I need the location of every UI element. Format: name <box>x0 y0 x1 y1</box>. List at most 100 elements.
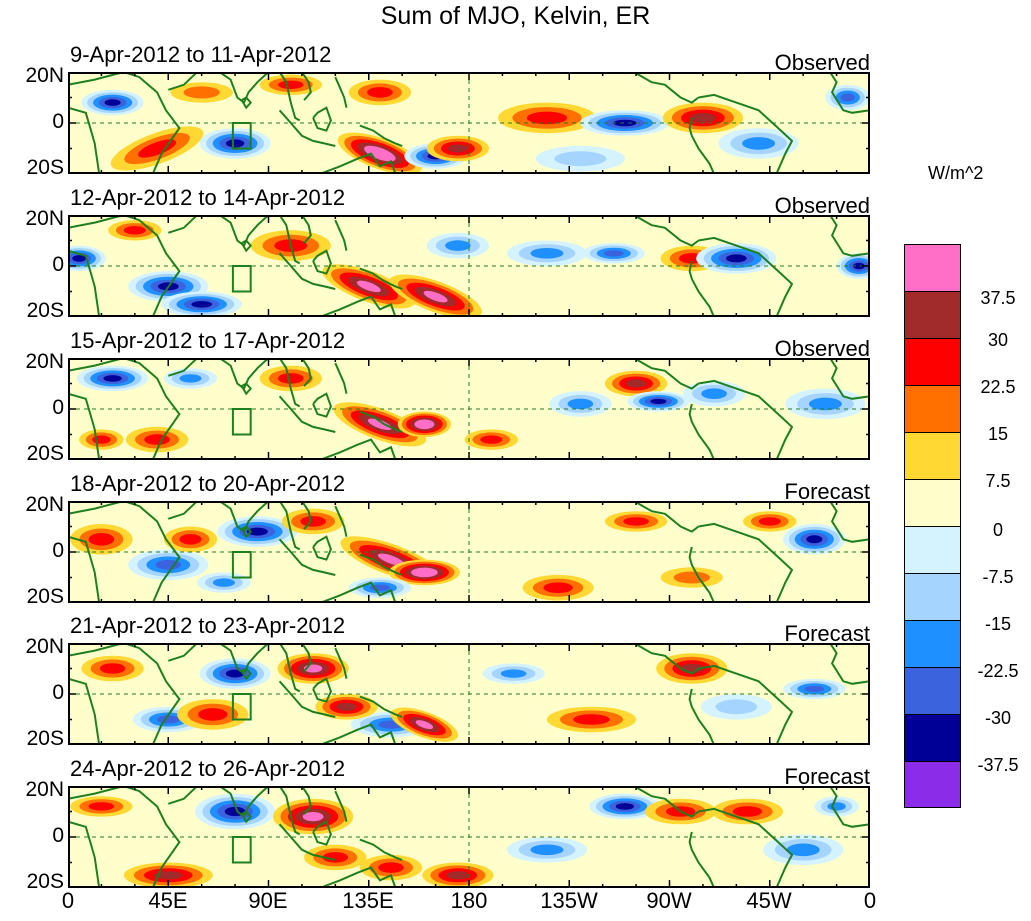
anomaly-contour <box>615 803 635 810</box>
lon-label-0: 0 <box>61 888 75 913</box>
coastline <box>240 810 253 824</box>
anomaly-contour <box>853 262 865 270</box>
lat-label-south: 20S <box>26 585 64 608</box>
coastline <box>167 501 198 520</box>
anomaly-contour <box>322 852 349 863</box>
coastline <box>688 546 716 603</box>
anomaly-contour <box>673 571 710 584</box>
coastline <box>167 643 198 662</box>
coastline <box>319 866 397 888</box>
anomaly-contour <box>103 375 122 382</box>
anomaly-contour <box>370 149 390 159</box>
colorbar-label: 7.5 <box>985 471 1011 491</box>
colorbar-label: -7.5 <box>982 567 1014 587</box>
anomaly-contour <box>808 397 842 411</box>
colorbar-swatch <box>904 620 961 667</box>
coastline <box>829 786 870 828</box>
colorbar-swatch <box>904 761 961 808</box>
anomaly-map <box>68 358 870 460</box>
anomaly-contour <box>530 248 564 259</box>
coastline <box>278 395 336 433</box>
colorbar-label: -37.5 <box>977 755 1019 775</box>
anomaly-contour <box>179 534 202 545</box>
coastline <box>829 215 870 257</box>
colorbar-swatch <box>904 526 961 573</box>
colorbar-swatch <box>904 338 961 385</box>
lat-label-south: 20S <box>26 870 64 893</box>
panel-5: 21-Apr-2012 to 23-Apr-2012 Forecast 20N … <box>0 613 890 750</box>
coastline <box>68 392 101 460</box>
panel-status: Forecast <box>784 621 870 646</box>
anomaly-contour <box>225 139 245 148</box>
coastline <box>334 362 348 394</box>
lon-label-135w: 135W <box>540 888 598 913</box>
coastline <box>68 535 101 603</box>
colorbar-swatch <box>904 479 961 526</box>
colorbar-swatch <box>904 573 961 620</box>
coastline <box>359 553 403 576</box>
coastline <box>301 501 312 530</box>
lon-label-90e: 90E <box>248 888 288 913</box>
coastline <box>68 215 181 317</box>
coastline <box>698 664 794 745</box>
coastline <box>278 786 301 836</box>
panel-date: 24-Apr-2012 to 26-Apr-2012 <box>70 756 346 781</box>
coastline <box>278 358 301 408</box>
region-box <box>231 122 252 150</box>
coastline <box>68 643 181 745</box>
anomaly-map <box>68 501 870 603</box>
coastline <box>240 667 253 681</box>
coastline <box>301 643 312 672</box>
lat-label-north: 20N <box>25 64 64 87</box>
anomaly-contour <box>378 862 404 873</box>
coastline <box>301 786 312 815</box>
anomaly-contour <box>804 685 825 693</box>
coastline <box>312 820 332 846</box>
coastline <box>301 215 312 244</box>
lat-label-north: 20N <box>25 350 64 373</box>
coastline <box>633 501 700 533</box>
anomaly-contour <box>88 802 115 811</box>
colorbar-swatch <box>904 667 961 714</box>
colorbar-label: -30 <box>984 708 1011 728</box>
lat-label-equator: 0 <box>52 681 64 704</box>
anomaly-contour <box>191 301 213 308</box>
coastline <box>319 152 397 174</box>
anomaly-contour <box>377 553 405 566</box>
anomaly-contour <box>72 255 86 262</box>
anomaly-contour <box>300 516 326 527</box>
anomaly-contour <box>626 379 646 388</box>
anomaly-map <box>68 72 870 174</box>
coastline <box>359 695 403 718</box>
coastline <box>359 410 403 433</box>
coastline <box>278 538 336 576</box>
panel-date: 12-Apr-2012 to 14-Apr-2012 <box>70 185 346 210</box>
anomaly-contour <box>573 714 610 725</box>
coastline <box>278 680 336 718</box>
anomaly-contour <box>446 871 470 880</box>
anomaly-contour <box>445 240 471 251</box>
lon-label-90w: 90W <box>646 888 692 913</box>
anomaly-contour <box>480 435 503 444</box>
lat-label-equator: 0 <box>52 824 64 847</box>
coastline <box>334 790 348 822</box>
coastline <box>319 295 397 317</box>
anomaly-contour <box>500 669 527 678</box>
anomaly-contour <box>278 80 304 89</box>
coastline <box>334 219 348 251</box>
lat-label-north: 20N <box>25 778 64 801</box>
anomaly-contour <box>415 720 434 730</box>
colorbar-label: 0 <box>992 520 1003 540</box>
colorbar-swatch <box>904 385 961 432</box>
coastline <box>278 252 336 290</box>
coastline <box>688 260 716 317</box>
colorbar-label: 15 <box>987 424 1009 444</box>
anomaly-contour <box>806 535 823 544</box>
anomaly-contour <box>526 111 568 125</box>
colorbar-label: -22.5 <box>977 661 1019 681</box>
anomaly-contour <box>123 226 146 235</box>
region-box <box>231 693 252 721</box>
anomaly-contour <box>367 418 392 431</box>
anomaly-contour <box>183 86 220 99</box>
lat-label-equator: 0 <box>52 110 64 133</box>
